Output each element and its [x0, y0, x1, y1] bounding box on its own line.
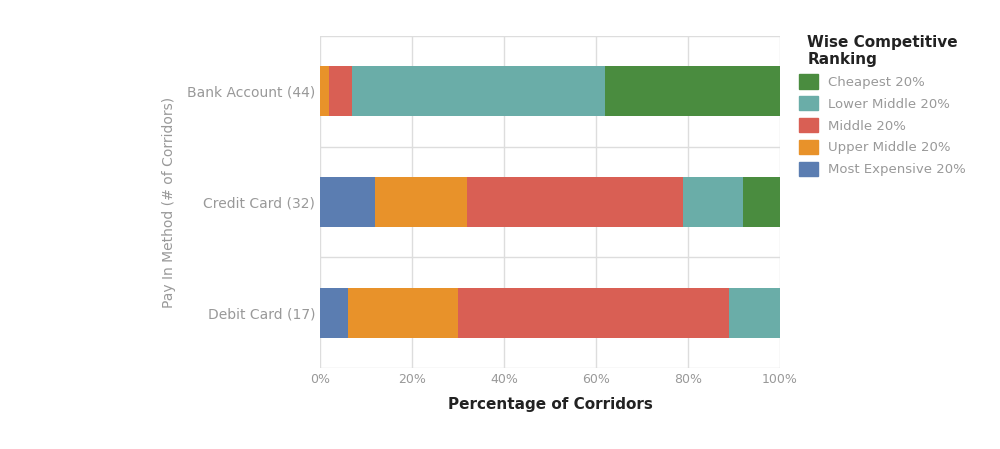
- Bar: [329, 66, 352, 116]
- X-axis label: Percentage of Corridors: Percentage of Corridors: [448, 397, 652, 412]
- Bar: [320, 177, 375, 227]
- Bar: [467, 177, 683, 227]
- Legend: Cheapest 20%, Lower Middle 20%, Middle 20%, Upper Middle 20%, Most Expensive 20%: Cheapest 20%, Lower Middle 20%, Middle 2…: [794, 29, 971, 181]
- Bar: [352, 66, 605, 116]
- Bar: [743, 177, 780, 227]
- Bar: [605, 66, 780, 116]
- Bar: [729, 288, 780, 338]
- Bar: [683, 177, 743, 227]
- Bar: [375, 177, 467, 227]
- Bar: [348, 288, 458, 338]
- Bar: [458, 288, 729, 338]
- Bar: [320, 288, 348, 338]
- Bar: [320, 66, 329, 116]
- Y-axis label: Pay In Method (# of Corridors): Pay In Method (# of Corridors): [162, 97, 176, 308]
